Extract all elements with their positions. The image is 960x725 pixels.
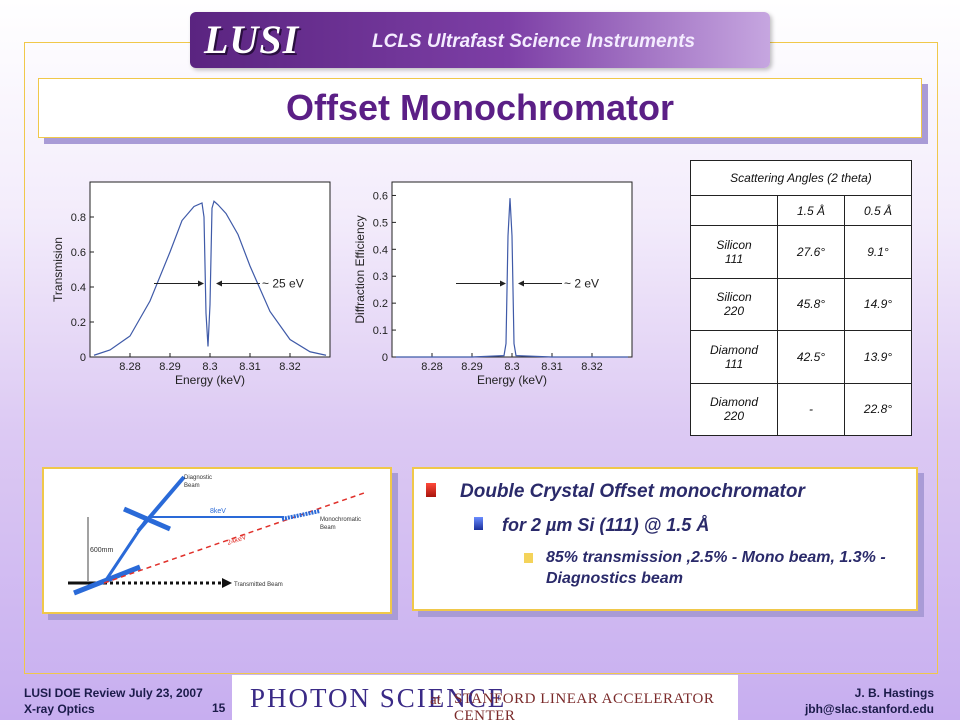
material-cell: Silicon 111 xyxy=(690,225,778,279)
annotation-arrowhead-left xyxy=(500,280,506,287)
x-tick-label: 8.32 xyxy=(581,361,602,373)
bullet-box: Double Crystal Offset monochromator for … xyxy=(412,467,918,611)
bullet-2: for 2 µm Si (111) @ 1.5 Å xyxy=(502,515,710,535)
table-header-cell: 1.5 Å xyxy=(777,195,845,226)
diagnostic-label-line2: Beam xyxy=(184,483,200,489)
mono-label: Monochromatic Beam xyxy=(320,517,363,531)
y-tick-label: 0.5 xyxy=(373,217,388,229)
beam-diagram: 600mm 8keV 24keV Monochromatic Beam Diag… xyxy=(68,475,365,596)
angle-cell: 13.9° xyxy=(844,330,912,384)
table-row: Diamond 111 42.5° 13.9° xyxy=(690,330,912,384)
y-tick-label: 0 xyxy=(382,352,388,364)
series-line xyxy=(396,198,628,358)
x-tick-label: 8.28 xyxy=(119,361,140,373)
banner-at: at xyxy=(430,692,441,708)
y-tick-label: 0.2 xyxy=(71,317,86,329)
y-tick-label: 0.6 xyxy=(373,190,388,202)
angle-cell: - xyxy=(777,382,845,436)
x-tick-label: 8.31 xyxy=(541,361,562,373)
annotation-arrowhead-left xyxy=(198,280,204,287)
annotation-arrowhead-right xyxy=(216,280,222,287)
footer-left: LUSI DOE Review July 23, 2007 X-ray Opti… xyxy=(24,685,203,717)
page-number: 15 xyxy=(212,701,226,715)
annotation-label: ~ 2 eV xyxy=(564,277,599,291)
y-axis-label: Transmision xyxy=(51,237,65,302)
angle-cell: 45.8° xyxy=(777,277,845,331)
table-row: Diamond 220 - 22.8° xyxy=(690,382,912,436)
header-subtitle: LCLS Ultrafast Science Instruments xyxy=(372,31,696,52)
x-tick-label: 8.3 xyxy=(504,361,519,373)
annotation-arrowhead-right xyxy=(518,280,524,287)
bullet-3: 85% transmission ,2.5% - Mono beam, 1.3%… xyxy=(546,549,886,587)
table-row: Silicon 111 27.6° 9.1° xyxy=(690,225,912,279)
x-tick-label: 8.31 xyxy=(239,361,260,373)
height-label: 600mm xyxy=(90,547,114,554)
table-header-row: 1.5 Å 0.5 Å xyxy=(690,195,912,226)
kev-blue-label: 8keV xyxy=(210,508,226,515)
plot-frame xyxy=(391,181,633,358)
y-tick-label: 0.4 xyxy=(71,282,86,294)
x-axis-label: Energy (keV) xyxy=(175,373,245,387)
mono-crystal xyxy=(281,509,321,521)
table-caption: Scattering Angles (2 theta) xyxy=(690,160,912,196)
y-tick-label: 0.2 xyxy=(373,298,388,310)
x-tick-label: 8.32 xyxy=(279,361,300,373)
slide-title: Offset Monochromator xyxy=(285,87,674,128)
mono-label-line1: Monochromatic xyxy=(320,517,361,523)
table-header-cell xyxy=(690,195,778,226)
material-cell: Diamond 220 xyxy=(690,382,778,436)
footer-event: LUSI DOE Review July 23, 2007 xyxy=(24,686,203,700)
lusi-logo: LUSI xyxy=(204,17,300,62)
beam-diagram-box: 600mm 8keV 24keV Monochromatic Beam Diag… xyxy=(42,467,392,614)
kev-red-label: 24keV xyxy=(226,534,247,547)
transmitted-beam-arrow xyxy=(222,578,232,588)
plot-frame xyxy=(89,181,331,358)
annotation-label: ~ 25 eV xyxy=(262,277,304,291)
bullet-marker-1 xyxy=(426,483,436,497)
angle-cell: 14.9° xyxy=(844,277,912,331)
y-tick-label: 0.6 xyxy=(71,247,86,259)
diagnostic-label: Diagnostic Beam xyxy=(184,475,214,489)
x-tick-label: 8.3 xyxy=(202,361,217,373)
y-tick-label: 0.8 xyxy=(71,212,86,224)
material-cell: Silicon 220 xyxy=(690,277,778,331)
material-cell: Diamond 111 xyxy=(690,330,778,384)
table-header-cell: 0.5 Å xyxy=(844,195,912,226)
y-tick-label: 0 xyxy=(80,352,86,364)
diffraction-efficiency-plot: 8.28 8.29 8.3 8.31 8.32 0 0.1 0.2 0.3 0.4 0.5 0.6 En… xyxy=(353,181,633,387)
beam-8kev-up xyxy=(102,516,150,584)
y-tick-label: 0.3 xyxy=(373,271,388,283)
x-tick-label: 8.29 xyxy=(159,361,180,373)
title-box: Offset Monochromator xyxy=(38,78,922,138)
scattering-angles-table: Scattering Angles (2 theta) 1.5 Å 0.5 Å … xyxy=(690,160,912,436)
mono-label-line2: Beam xyxy=(320,525,336,531)
bullet-marker-2 xyxy=(474,517,483,530)
footer-topic: X-ray Optics xyxy=(24,702,95,716)
angle-cell: 42.5° xyxy=(777,330,845,384)
photon-science-banner: PHOTON SCIENCE at STANFORD LINEAR ACCELE… xyxy=(232,674,738,724)
header-banner: LUSI LCLS Ultrafast Science Instruments xyxy=(190,12,770,68)
series-line xyxy=(93,200,327,356)
y-tick-label: 0.4 xyxy=(373,244,388,256)
x-tick-label: 8.29 xyxy=(461,361,482,373)
bullet-marker-3 xyxy=(524,553,533,563)
transmitted-label: Transmitted Beam xyxy=(234,582,283,588)
transmission-plot: 8.28 8.29 8.3 8.31 8.32 0 0.2 0.4 0.6 0.8 Energy (… xyxy=(51,181,331,387)
table-row: Silicon 220 45.8° 14.9° xyxy=(690,277,912,331)
x-axis-label: Energy (keV) xyxy=(477,373,547,387)
x-tick-label: 8.28 xyxy=(421,361,442,373)
angle-cell: 27.6° xyxy=(777,225,845,279)
footer-right: J. B. Hastings jbh@slac.stanford.edu xyxy=(805,685,934,717)
bullet-1: Double Crystal Offset monochromator xyxy=(460,481,805,502)
banner-main: PHOTON SCIENCE xyxy=(250,683,507,713)
author-email: jbh@slac.stanford.edu xyxy=(804,702,934,716)
y-tick-label: 0.1 xyxy=(373,325,388,337)
beam-24kev-line xyxy=(103,492,365,584)
author-name: J. B. Hastings xyxy=(854,686,934,700)
angle-cell: 9.1° xyxy=(844,225,912,279)
angle-cell: 22.8° xyxy=(844,382,912,436)
y-axis-label: Diffraction Efficiency xyxy=(353,215,367,323)
diagnostic-label-line1: Diagnostic xyxy=(184,475,212,481)
